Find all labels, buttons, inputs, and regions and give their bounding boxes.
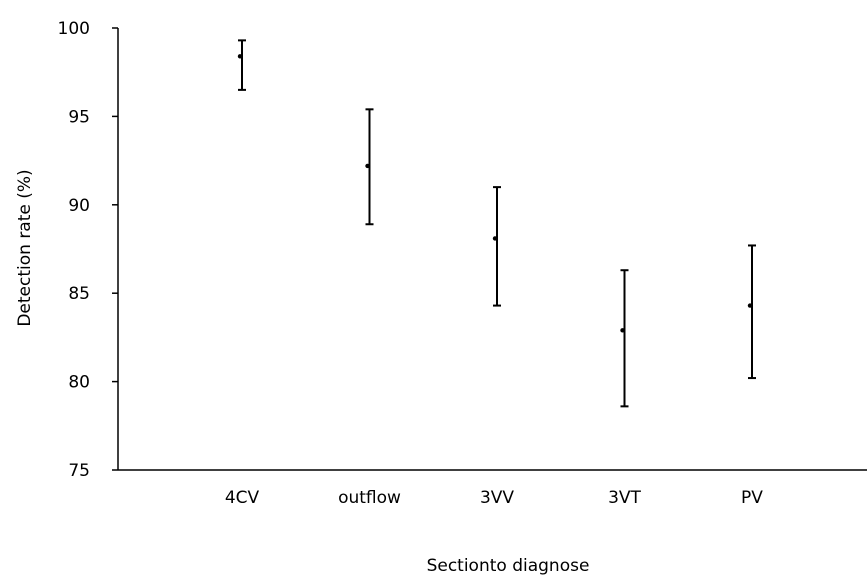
x-tick-label: outflow	[338, 488, 401, 508]
y-tick-label: 75	[68, 461, 90, 481]
data-points	[237, 39, 756, 408]
x-tick-label: PV	[741, 488, 763, 508]
y-tick-label: 100	[58, 19, 90, 39]
x-tick-label: 3VT	[608, 488, 641, 508]
data-point	[747, 303, 753, 308]
y-tick-label: 80	[68, 373, 90, 393]
x-axis-ticks: 4CV outflow 3VV 3VT PV	[225, 488, 763, 508]
y-axis-title: Detection rate (%)	[15, 169, 35, 326]
y-tick-label: 95	[68, 107, 90, 127]
x-tick-label: 4CV	[225, 488, 260, 508]
y-axis-ticks: 75 80 85 90 95 100	[58, 19, 118, 481]
y-tick-label: 90	[68, 196, 90, 216]
y-tick-label: 85	[68, 284, 90, 304]
data-point	[620, 328, 625, 333]
data-point	[365, 163, 370, 169]
x-tick-label: 3VV	[480, 488, 514, 508]
data-point	[237, 54, 243, 59]
x-axis-title: Sectionto diagnose	[427, 556, 590, 575]
data-point	[492, 236, 498, 241]
